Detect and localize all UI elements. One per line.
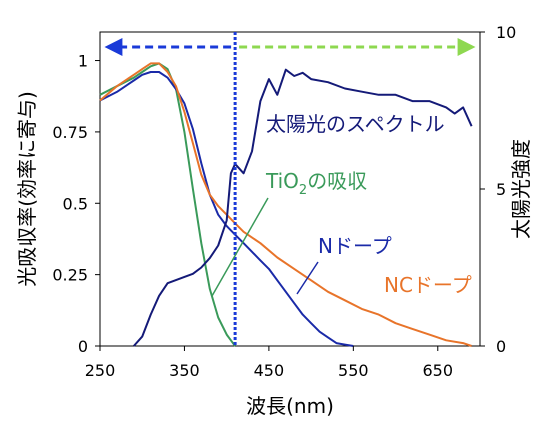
x-tick-label: 350 (169, 361, 200, 380)
left-y-tick-label: 0 (78, 337, 88, 356)
left-y-axis-title: 光吸収率(効率に寄与) (15, 91, 39, 287)
tio2-label-prefix: TiO (265, 169, 299, 193)
tio2-absorption-line (99, 62, 236, 347)
x-tick-label: 650 (423, 361, 454, 380)
nc-dope-label: NCドープ (384, 273, 472, 297)
x-tick-label: 250 (85, 361, 116, 380)
series-layer (99, 62, 473, 347)
right-y-tick-label: 10 (496, 23, 516, 42)
right-y-tick-label: 0 (496, 337, 506, 356)
right-y-axis-title: 太陽光強度 (509, 139, 533, 239)
tio2-label: TiO2の吸収 (265, 169, 367, 198)
tio2-label-subscript: 2 (299, 183, 307, 198)
x-tick-label: 450 (254, 361, 285, 380)
x-tick-label: 550 (338, 361, 369, 380)
left-y-tick-label: 0.75 (52, 123, 88, 142)
n-dope-leader-line (296, 261, 319, 295)
tio2-leader-line (211, 197, 269, 297)
nc-dope-absorption-line (99, 62, 472, 347)
right-y-tick-label: 5 (496, 180, 506, 199)
left-y-tick-label: 1 (78, 52, 88, 71)
solar-spectrum-line (133, 68, 473, 347)
x-axis-title: 波長(nm) (246, 394, 334, 418)
n-dope-label: Nドープ (318, 234, 392, 258)
solar-spectrum-label: 太陽光のスペクトル (266, 112, 445, 136)
left-y-tick-label: 0.25 (52, 266, 88, 285)
left-y-tick-label: 0.5 (63, 194, 88, 213)
tio2-label-suffix: の吸収 (307, 169, 367, 193)
